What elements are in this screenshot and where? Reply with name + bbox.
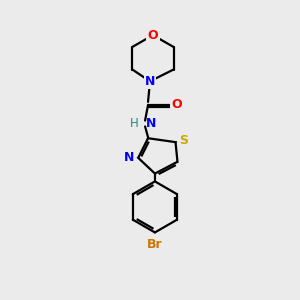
Text: N: N (145, 75, 155, 88)
Text: S: S (179, 134, 188, 147)
Text: Br: Br (147, 238, 163, 251)
Text: N: N (124, 152, 134, 164)
Text: N: N (146, 117, 156, 130)
Text: H: H (130, 117, 138, 130)
Text: O: O (148, 29, 158, 42)
Text: O: O (172, 98, 182, 111)
